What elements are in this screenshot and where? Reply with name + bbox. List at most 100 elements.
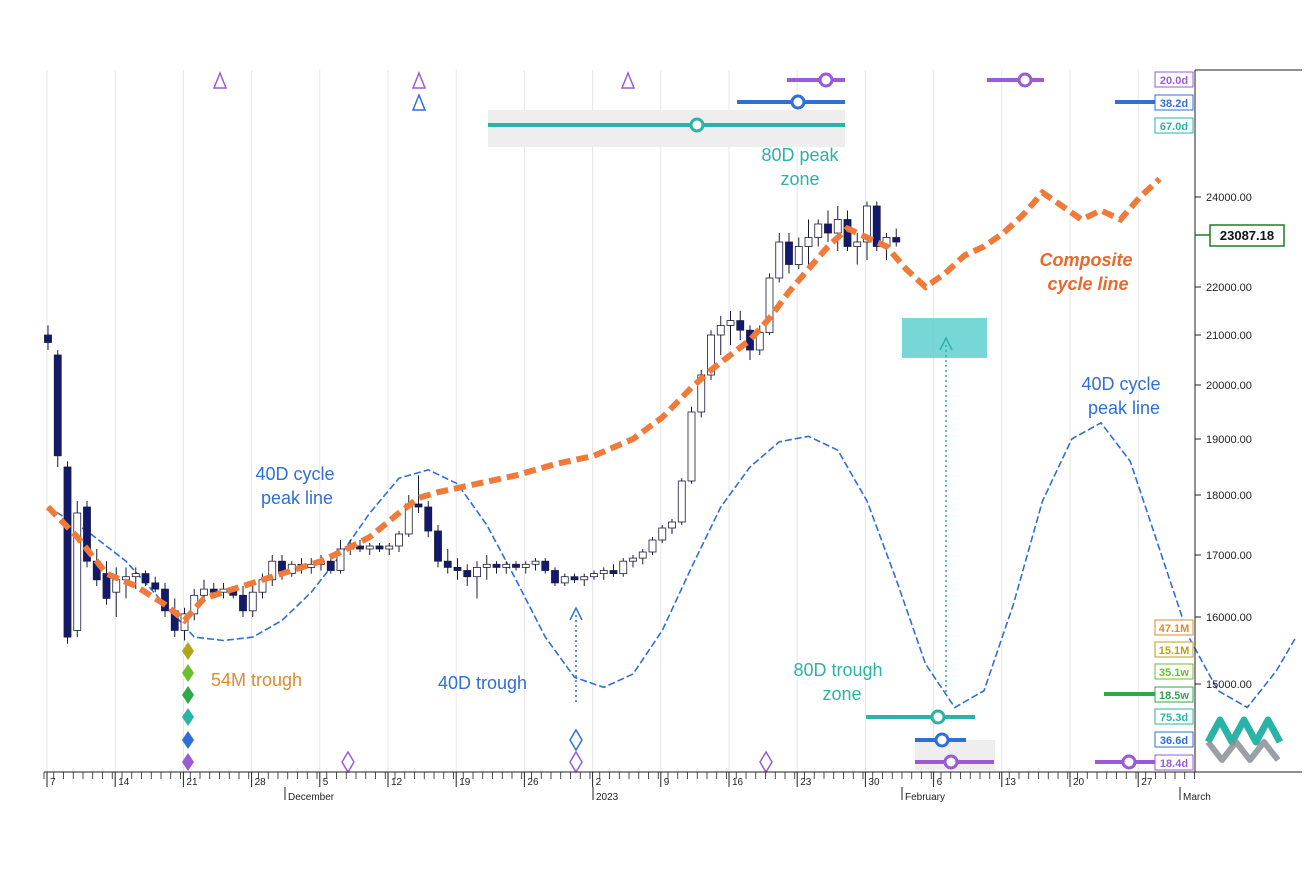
diamond-marker: [182, 753, 194, 771]
candle: [609, 564, 618, 577]
cycle-label-text: 36.6d: [1160, 735, 1188, 747]
cycle-label-47m: 47.1M: [1154, 619, 1194, 636]
candle-body: [590, 573, 598, 578]
y-tick-label: 24000.00: [1206, 192, 1252, 204]
annotation-54m-trough: 54M trough: [211, 670, 302, 690]
candle: [492, 561, 501, 574]
candle-body: [765, 277, 774, 333]
candle: [648, 537, 657, 555]
candle-body: [434, 530, 442, 562]
cycle-label-text: 75.3d: [1160, 712, 1188, 724]
candle-body: [492, 563, 501, 568]
candle-body: [824, 223, 832, 234]
diamond-marker: [182, 708, 194, 726]
candle-body: [726, 320, 735, 326]
candle-body: [648, 539, 657, 553]
candle: [794, 237, 803, 269]
cycle-marker-20d: [818, 72, 834, 88]
x-month-label: December: [288, 792, 335, 803]
candle: [512, 561, 520, 571]
candle: [73, 501, 82, 638]
candle: [775, 233, 784, 283]
cycle-label-75d: 75.3d: [1154, 708, 1194, 725]
annotation-trough-zone-80d-line1: 80D trough: [793, 660, 882, 680]
candle-body: [775, 241, 784, 279]
candle: [590, 570, 598, 580]
candle: [892, 228, 901, 247]
candle: [580, 573, 589, 586]
cycle-label-38d: 38.2d: [1154, 94, 1194, 111]
x-tick-label: 13: [1005, 777, 1017, 788]
candle-body: [443, 560, 452, 568]
cycle-label-67d: 67.0d: [1154, 117, 1194, 134]
diamond-marker: [759, 750, 773, 774]
candle-body: [482, 563, 491, 568]
cycle-label-20d: 20.0d: [1154, 71, 1194, 88]
candle: [83, 501, 91, 568]
cycle-label-18d: 18.4d: [1154, 754, 1194, 771]
cycle-marker-36d: [934, 732, 950, 748]
candle-body: [687, 411, 696, 482]
cycle-marker-38d: [790, 94, 806, 110]
candle-body: [629, 557, 637, 562]
candle: [863, 201, 871, 260]
candle-body: [151, 582, 160, 590]
candle-body: [872, 205, 881, 247]
cycle-label-15m: 15.1M: [1154, 641, 1194, 658]
candle-body: [863, 205, 871, 243]
candle-body: [814, 223, 823, 238]
candle-body: [356, 545, 364, 550]
y-tick-label: 18000.00: [1206, 490, 1252, 502]
candle-body: [473, 567, 481, 578]
candle: [502, 561, 511, 574]
candle-body: [677, 480, 686, 523]
candle-body: [385, 545, 394, 550]
y-tick-label: 17000.00: [1206, 550, 1252, 562]
candle: [765, 273, 774, 335]
diamond-marker: [182, 664, 194, 682]
diamond-marker: [569, 728, 583, 752]
candle-body: [248, 591, 257, 612]
cycle-label-36d: 36.6d: [1154, 731, 1194, 748]
y-tick-label: 22000.00: [1206, 282, 1252, 294]
cycle-label-text: 47.1M: [1159, 623, 1190, 635]
composite-path: [45, 176, 1162, 625]
candle: [638, 549, 647, 565]
top-triangles: [212, 70, 636, 111]
candle-body: [531, 560, 540, 565]
candle: [356, 540, 364, 552]
triangle-marker: [212, 70, 228, 89]
candle-body: [541, 560, 550, 571]
trough-zone-box: [902, 318, 987, 358]
candle-body: [804, 237, 813, 247]
triangle-marker: [620, 70, 636, 89]
candles: [44, 201, 901, 644]
annotation-composite-line1: Composite: [1039, 250, 1132, 270]
candle-body: [326, 560, 335, 571]
candle: [785, 233, 793, 274]
candle: [746, 325, 754, 360]
composite-cycle-line: [45, 176, 1162, 625]
candle-body: [619, 560, 628, 575]
candle: [268, 555, 277, 586]
last-price-label: 23087.18: [1220, 228, 1274, 243]
candle-body: [44, 334, 52, 343]
candle-body: [102, 573, 111, 599]
x-month-label: March: [1183, 792, 1211, 803]
diamond-marker: [182, 642, 194, 660]
y-tick-label: 15000.00: [1206, 679, 1252, 691]
candle-body: [365, 545, 374, 550]
candle: [63, 461, 72, 644]
candle: [570, 573, 579, 583]
triangle-marker: [411, 92, 427, 111]
trough-diamonds: [182, 642, 773, 774]
grid-lines: [46, 70, 1139, 772]
candle-body: [560, 576, 569, 584]
candle: [872, 201, 881, 251]
cycle-label-text: 20.0d: [1160, 75, 1188, 87]
trough-40d-arrowhead: [569, 606, 583, 621]
candle-body: [63, 466, 72, 638]
candle: [531, 558, 540, 571]
